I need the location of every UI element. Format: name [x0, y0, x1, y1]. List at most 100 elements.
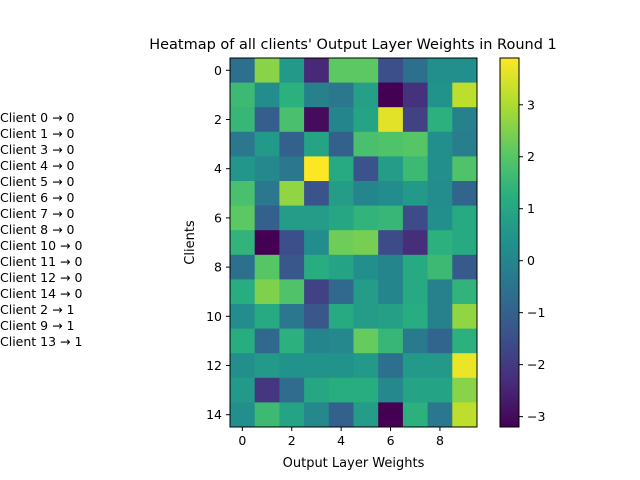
heatmap-cell-r1-c7 [402, 82, 428, 108]
heatmap-cell-r4-c6 [378, 156, 404, 182]
heatmap-cell-r4-c0 [230, 156, 256, 182]
heatmap-cell-r9-c4 [328, 279, 354, 305]
heatmap-cell-r7-c0 [230, 230, 256, 256]
client-list-item: Client 2 → 1 [0, 302, 75, 317]
heatmap-cell-r12-c6 [378, 353, 404, 379]
heatmap-cell-r11-c1 [254, 328, 280, 354]
heatmap-cell-r7-c9 [452, 230, 478, 256]
heatmap-cell-r3-c7 [402, 131, 428, 157]
heatmap-cell-r0-c5 [353, 58, 379, 83]
client-list-item: Client 6 → 0 [0, 190, 75, 205]
heatmap-cell-r8-c5 [353, 254, 379, 280]
heatmap-cell-r5-c4 [328, 181, 354, 206]
heatmap-cell-r4-c3 [304, 156, 330, 182]
heatmap-cell-r8-c7 [402, 254, 428, 280]
heatmap-cell-r8-c3 [304, 254, 330, 280]
heatmap-cell-r6-c4 [328, 205, 354, 231]
heatmap-cell-r10-c6 [378, 304, 404, 329]
y-tick-label: 14 [206, 407, 222, 422]
heatmap-cell-r8-c2 [279, 254, 305, 280]
client-list-item: Client 0 → 0 [0, 110, 75, 125]
heatmap-cell-r13-c4 [328, 377, 354, 403]
heatmap-cell-r6-c7 [402, 205, 428, 231]
heatmap-cell-r11-c7 [402, 328, 428, 354]
heatmap-cell-r10-c5 [353, 304, 379, 329]
heatmap-cell-r5-c9 [452, 181, 478, 206]
heatmap-cell-r3-c5 [353, 131, 379, 157]
heatmap-cell-r13-c6 [378, 377, 404, 403]
heatmap-cell-r11-c6 [378, 328, 404, 354]
heatmap-cell-r2-c2 [279, 107, 305, 133]
x-axis-ticks: 0 2 4 6 8 [238, 427, 444, 448]
heatmap-cell-r3-c9 [452, 131, 478, 157]
heatmap-cell-r0-c3 [304, 58, 330, 83]
heatmap-cell-r1-c8 [427, 82, 453, 108]
y-tick-label: 10 [206, 309, 222, 324]
heatmap-cell-r6-c3 [304, 205, 330, 231]
heatmap-cell-r7-c2 [279, 230, 305, 256]
heatmap-cell-r5-c6 [378, 181, 404, 206]
heatmap-cell-r10-c3 [304, 304, 330, 329]
heatmap-cell-r6-c5 [353, 205, 379, 231]
heatmap-cell-r14-c7 [402, 402, 428, 428]
heatmap-cell-r3-c8 [427, 131, 453, 157]
heatmap-cell-r10-c2 [279, 304, 305, 329]
heatmap-cell-r11-c9 [452, 328, 478, 354]
heatmap-cell-r8-c1 [254, 254, 280, 280]
client-list-item: Client 7 → 0 [0, 206, 75, 221]
client-list-item: Client 11 → 0 [0, 254, 82, 269]
heatmap-cell-r1-c4 [328, 82, 354, 108]
heatmap-cell-r3-c1 [254, 131, 280, 157]
x-tick-label: 8 [436, 433, 444, 448]
heatmap-cell-r3-c3 [304, 131, 330, 157]
heatmap-cell-r7-c4 [328, 230, 354, 256]
y-tick-label: 8 [214, 260, 222, 275]
heatmap-cell-r7-c3 [304, 230, 330, 256]
colorbar-ticks: −3 −2 −1 0 1 2 3 [519, 97, 545, 424]
x-tick-label: 6 [387, 433, 395, 448]
colorbar-tick-label: 1 [527, 201, 535, 216]
colorbar-tick-label: 3 [527, 97, 535, 112]
y-tick-label: 0 [214, 63, 222, 78]
heatmap-cell-r0-c0 [230, 58, 256, 83]
heatmap-cell-r14-c0 [230, 402, 256, 428]
y-tick-label: 4 [214, 161, 222, 176]
heatmap-cell-r4-c2 [279, 156, 305, 182]
heatmap-cell-r10-c8 [427, 304, 453, 329]
heatmap-cell-r12-c3 [304, 353, 330, 379]
heatmap-cell-r5-c8 [427, 181, 453, 206]
heatmap-cell-r10-c7 [402, 304, 428, 329]
heatmap-cell-r6-c8 [427, 205, 453, 231]
heatmap-cell-r1-c3 [304, 82, 330, 108]
heatmap-cell-r12-c8 [427, 353, 453, 379]
client-list-item: Client 4 → 0 [0, 158, 75, 173]
heatmap-cell-r9-c5 [353, 279, 379, 305]
heatmap-cell-r2-c6 [378, 107, 404, 133]
client-list-item: Client 12 → 0 [0, 270, 82, 285]
heatmap-cell-r13-c5 [353, 377, 379, 403]
y-axis-label: Clients [183, 220, 198, 265]
client-list-item: Client 1 → 0 [0, 126, 75, 141]
colorbar-tick-label: −3 [527, 409, 545, 424]
heatmap-cell-r4-c9 [452, 156, 478, 182]
heatmap-cell-r14-c5 [353, 402, 379, 428]
heatmap-cell-r2-c8 [427, 107, 453, 133]
colorbar-tick-label: −2 [527, 357, 545, 372]
heatmap-cell-r10-c1 [254, 304, 280, 329]
heatmap-cell-r3-c4 [328, 131, 354, 157]
heatmap-cell-r11-c5 [353, 328, 379, 354]
heatmap-cell-r13-c8 [427, 377, 453, 403]
plot-frame [229, 57, 478, 428]
heatmap-cell-r3-c6 [378, 131, 404, 157]
client-list-item: Client 5 → 0 [0, 174, 75, 189]
heatmap-cell-r11-c8 [427, 328, 453, 354]
colorbar-tick-label: −1 [527, 305, 545, 320]
heatmap-cell-r0-c7 [402, 58, 428, 83]
heatmap-cells [230, 58, 478, 428]
heatmap-cell-r5-c3 [304, 181, 330, 206]
heatmap-cell-r10-c0 [230, 304, 256, 329]
heatmap-cell-r11-c0 [230, 328, 256, 354]
heatmap-cell-r12-c5 [353, 353, 379, 379]
